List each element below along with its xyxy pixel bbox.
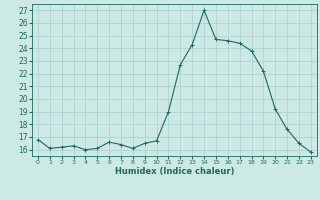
X-axis label: Humidex (Indice chaleur): Humidex (Indice chaleur) bbox=[115, 167, 234, 176]
